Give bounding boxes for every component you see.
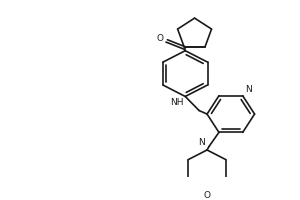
Text: N: N <box>198 138 205 147</box>
Text: NH: NH <box>170 98 183 107</box>
Text: O: O <box>157 34 164 43</box>
Text: O: O <box>203 191 211 200</box>
Text: N: N <box>245 85 251 94</box>
